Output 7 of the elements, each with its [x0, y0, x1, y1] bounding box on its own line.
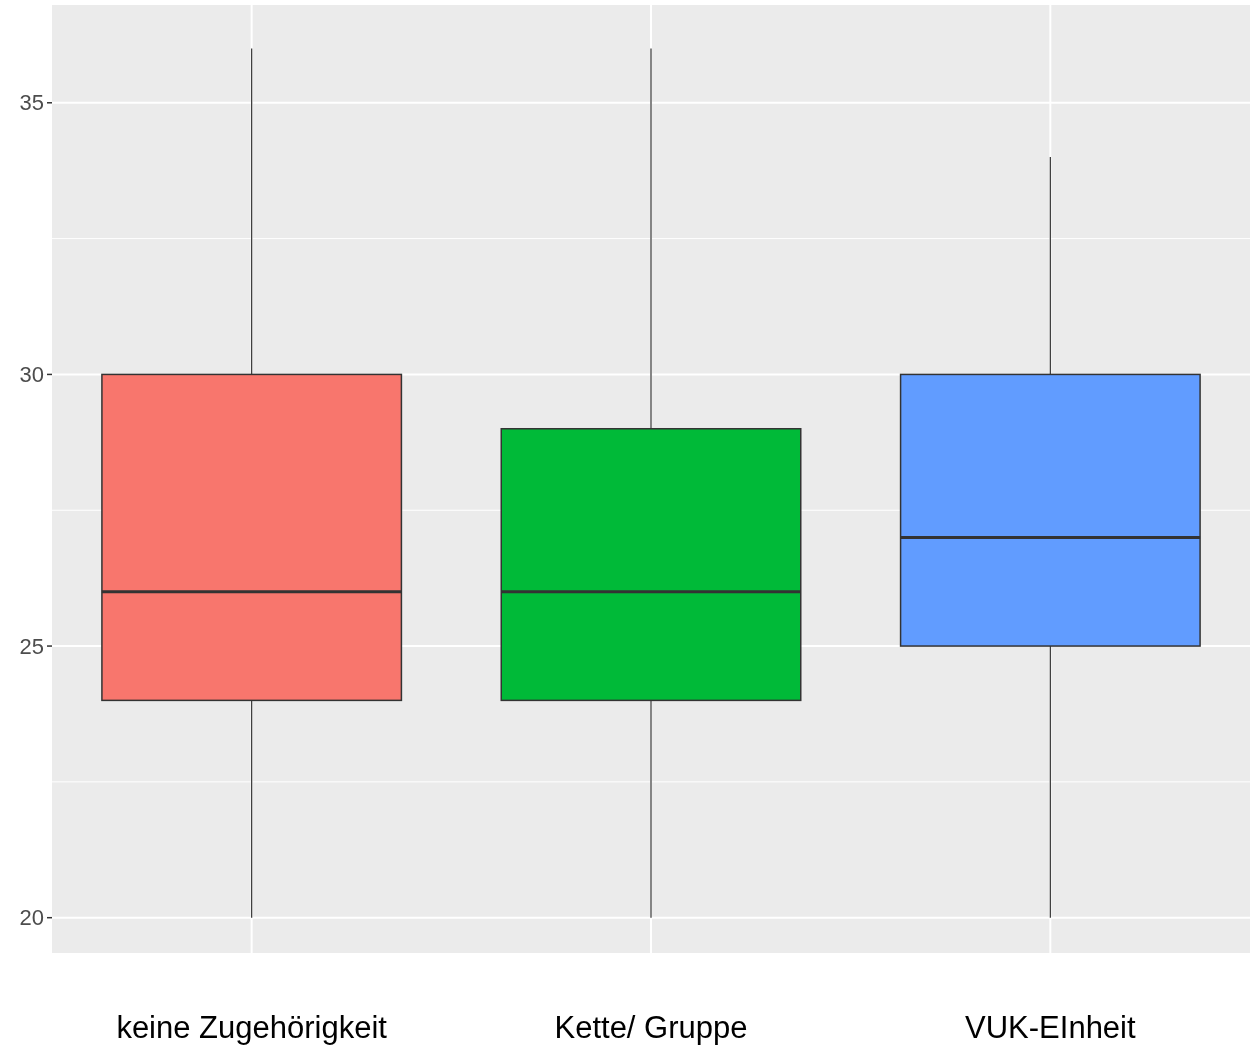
- y-tick-label: 20: [19, 905, 44, 931]
- y-tick-label: 25: [19, 633, 44, 659]
- x-tick-label: VUK-EInheit: [965, 1010, 1137, 1045]
- x-tick-label: Kette/ Gruppe: [554, 1010, 748, 1045]
- y-tick-label: 35: [19, 90, 44, 116]
- x-tick-label: keine Zugehörigkeit: [116, 1010, 388, 1045]
- y-tick-label: 30: [19, 362, 44, 388]
